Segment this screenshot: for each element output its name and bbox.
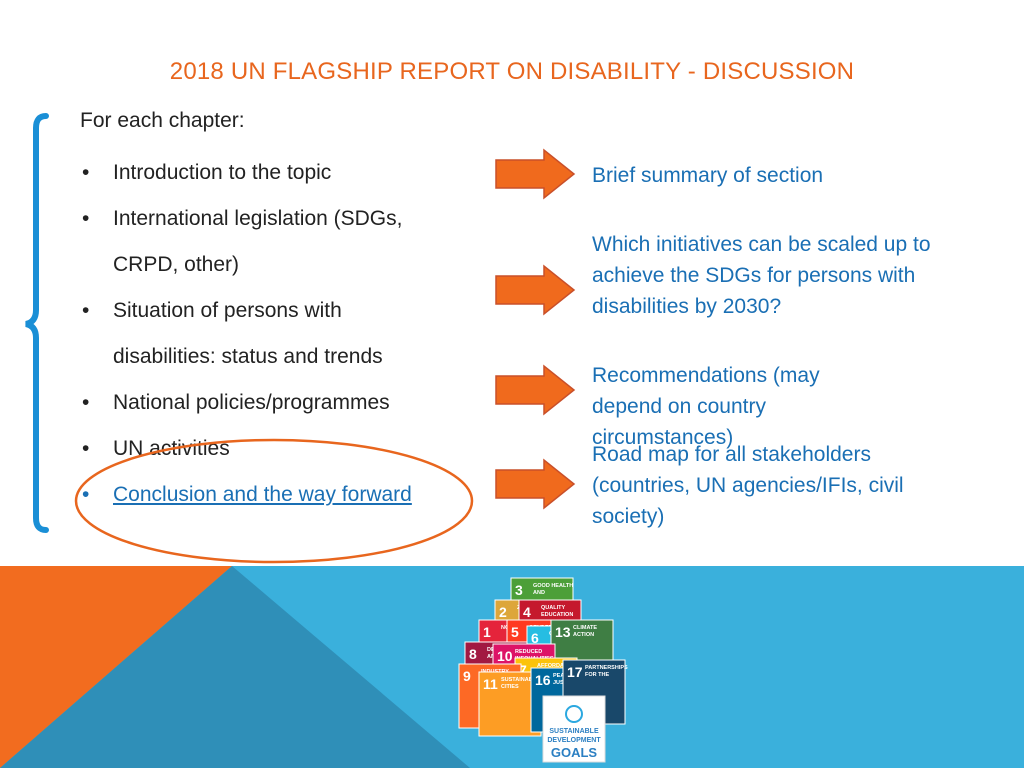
bullet-item: • Introduction to the topic — [80, 150, 480, 196]
note-recommendations: Recommendations (may depend on country c… — [592, 364, 820, 449]
sdg-tile-label: SUSTAINABLE — [501, 677, 540, 683]
bullet-dot: • — [82, 299, 90, 322]
sdg-tile-label: GOOD HEALTH — [533, 583, 573, 589]
sdg-tile-number: 2 — [499, 604, 507, 620]
sdg-tile-number: 11 — [483, 676, 498, 692]
bullet-dot: • — [82, 391, 90, 414]
sdg-tile-number: 9 — [463, 668, 471, 684]
sdg-badge: SUSTAINABLE DEVELOPMENT GOALS — [542, 695, 606, 763]
note-summary: Brief summary of section — [592, 164, 824, 187]
sdg-tile-number: 3 — [515, 582, 523, 598]
sdg-tile-label: ACTION — [573, 632, 594, 638]
sdg-tile-number: 4 — [523, 604, 531, 620]
sdg-tile-number: 13 — [555, 624, 571, 640]
conclusion-link[interactable]: Conclusion and the way forward — [113, 483, 412, 506]
bullet-dot: • — [82, 207, 90, 230]
highlight-ellipse — [74, 438, 474, 564]
sdg-tile-label: PARTNERSHIPS — [585, 665, 628, 671]
sdg-tile-number: 7 — [519, 662, 527, 678]
bullet-item-highlighted[interactable]: • Conclusion and the way forward — [80, 472, 480, 518]
sdg-tile-number: 10 — [497, 648, 513, 664]
bullet-dot: • — [82, 437, 90, 460]
arrow-right-icon — [495, 148, 576, 200]
arrow-right-icon — [495, 364, 576, 416]
sdg-badge-line: SUSTAINABLE — [549, 728, 599, 735]
sdg-tile-label: FOR THE — [585, 672, 609, 678]
sdg-tile-label: EDUCATION — [541, 612, 573, 618]
curly-brace — [25, 113, 49, 533]
bullet-dot: • — [82, 483, 90, 506]
sdg-tile-number: 6 — [531, 630, 539, 646]
bullet-continuation: disabilities: status and trends — [113, 345, 383, 368]
sdg-tile-number: 17 — [567, 664, 583, 680]
bullet-item: • Situation of persons with — [80, 288, 480, 334]
note-road-map: Road map for all stakeholders (countries… — [592, 443, 904, 528]
bullet-dot: • — [82, 161, 90, 184]
note-initiatives: Which initiatives can be scaled up to ac… — [592, 233, 931, 318]
sdg-tile-number: 16 — [535, 672, 551, 688]
sdg-tile-number: 5 — [511, 624, 519, 640]
sdg-tile-label: AND — [533, 590, 545, 596]
sdg-tile-label: AFFORDABLE — [537, 663, 575, 669]
sdg-tile-label: QUALITY — [541, 605, 565, 611]
sdg-tile-label: REDUCED — [515, 649, 542, 655]
sdg-badge-line: DEVELOPMENT — [547, 737, 601, 744]
bullet-item: • International legislation (SDGs, — [80, 196, 480, 242]
sdg-tile-label: CITIES — [501, 684, 519, 690]
arrow-right-icon — [495, 264, 576, 316]
sdg-badge-line: GOALS — [551, 745, 598, 760]
bullet-item: • National policies/programmes — [80, 380, 480, 426]
slide-title: 2018 UN FLAGSHIP REPORT ON DISABILITY - … — [169, 58, 855, 85]
arrow-right-icon — [495, 458, 576, 510]
bullet-continuation: CRPD, other) — [113, 253, 240, 276]
intro-text: For each chapter: — [80, 109, 245, 132]
sdg-tile-number: 1 — [483, 624, 491, 640]
sdg-tile-label: CLIMATE — [573, 625, 597, 631]
sdg-tile-number: 8 — [469, 646, 477, 662]
